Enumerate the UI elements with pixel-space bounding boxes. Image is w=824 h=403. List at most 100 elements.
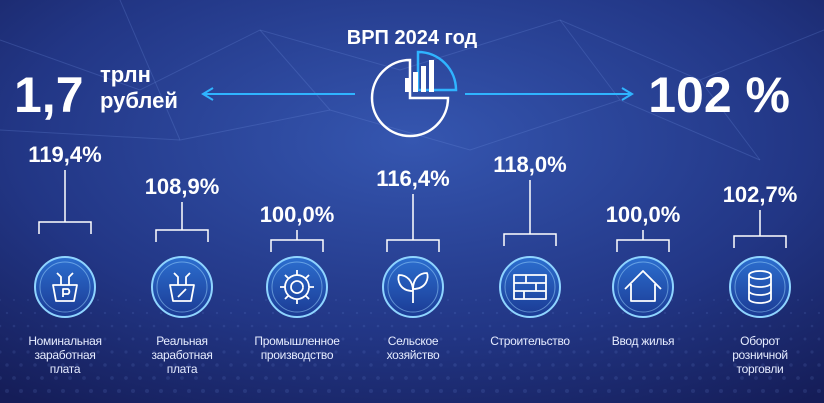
dot [817, 337, 821, 341]
dot [173, 337, 177, 341]
dot [334, 350, 338, 354]
dot [635, 363, 639, 367]
dot [530, 350, 534, 354]
dot [340, 388, 346, 394]
dot [606, 388, 612, 394]
dot [326, 388, 332, 394]
dot [698, 376, 702, 380]
dot [684, 350, 688, 354]
dot [502, 350, 506, 354]
dot [264, 350, 268, 354]
dot [656, 324, 660, 328]
dot [292, 376, 296, 380]
dot [579, 337, 583, 341]
dot [740, 324, 744, 328]
dot [648, 388, 654, 394]
dot [614, 376, 618, 380]
indicator-value: 116,4% [376, 166, 449, 191]
dot [705, 363, 709, 367]
indicator-label: плата [167, 362, 198, 376]
dot [761, 363, 765, 367]
dot [712, 324, 716, 328]
dot [439, 337, 443, 341]
dot [698, 350, 702, 354]
dot [102, 388, 108, 394]
dot [579, 311, 583, 315]
dot [474, 376, 478, 380]
pie-icon [370, 50, 458, 138]
dot [810, 350, 814, 354]
dot [796, 350, 800, 354]
dot [145, 311, 149, 315]
dot [438, 388, 444, 394]
dot [523, 337, 527, 341]
dot [194, 324, 198, 328]
dot [537, 363, 541, 367]
dot [439, 311, 443, 315]
dot [96, 324, 100, 328]
dot [502, 376, 506, 380]
dot [509, 311, 513, 315]
dot [284, 388, 290, 394]
dot [377, 299, 379, 301]
dot [705, 337, 709, 341]
dot [341, 363, 345, 367]
dot [404, 376, 408, 380]
dot [586, 324, 590, 328]
dot [418, 350, 422, 354]
dot [530, 376, 534, 380]
dot [733, 311, 737, 315]
dot [313, 363, 317, 367]
dot [243, 363, 247, 367]
dot [516, 324, 520, 328]
dot [558, 376, 562, 380]
dot [495, 363, 499, 367]
dot [33, 363, 37, 367]
dot [761, 337, 765, 341]
dot [789, 337, 793, 341]
dot [103, 337, 107, 341]
dot [480, 388, 486, 394]
dot [488, 350, 492, 354]
dot [47, 363, 51, 367]
dot [418, 324, 422, 328]
dot [564, 388, 570, 394]
dot [222, 350, 226, 354]
dot [250, 324, 254, 328]
dot [699, 299, 701, 301]
dot [33, 311, 37, 315]
dot [600, 376, 604, 380]
dot [607, 363, 611, 367]
icon-ring [617, 261, 669, 313]
dot [508, 388, 514, 394]
dot [18, 388, 24, 394]
dot [691, 337, 695, 341]
dot [75, 363, 79, 367]
dot [467, 363, 471, 367]
dot [152, 376, 156, 380]
dot [180, 324, 184, 328]
connector-bracket [386, 194, 440, 252]
dot [215, 311, 219, 315]
dot [312, 388, 318, 394]
dot [383, 311, 387, 315]
dot [453, 363, 457, 367]
dot [803, 337, 807, 341]
indicator-label: Номинальная [28, 334, 101, 348]
dot [32, 388, 38, 394]
dot [446, 376, 450, 380]
dot [215, 363, 219, 367]
dot [130, 388, 136, 394]
indicator-label: розничной [732, 348, 788, 362]
dot [690, 388, 696, 394]
dot [131, 363, 135, 367]
dot [516, 350, 520, 354]
dot [677, 337, 681, 341]
dot [19, 363, 23, 367]
dot [628, 324, 632, 328]
dot [803, 311, 807, 315]
dot [432, 376, 436, 380]
dot [796, 324, 800, 328]
dot [68, 376, 72, 380]
dot [12, 376, 16, 380]
